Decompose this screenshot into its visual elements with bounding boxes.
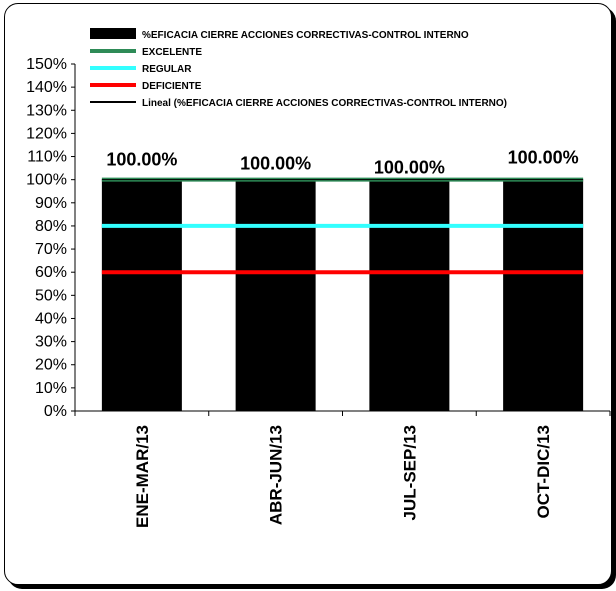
y-tick-label: 20% [35,357,67,374]
y-tick-label: 50% [35,287,67,304]
y-tick-label: 140% [26,79,67,96]
y-tick-label: 100% [26,172,67,189]
lines-layer [101,177,584,275]
x-tick-label: ENE-MAR/13 [133,425,152,528]
data-label: 100.00% [240,154,311,174]
bar-jul-sep-13 [369,179,450,411]
x-tick-label: OCT-DIC/13 [534,425,553,519]
legend-entry-label: %EFICACIA CIERRE ACCIONES CORRECTIVAS-CO… [142,30,469,41]
y-tick-label: 0% [44,403,67,420]
bar-abr-jun-13 [235,179,316,411]
y-tick-label: 120% [26,125,67,142]
x-tick-label: JUL-SEP/13 [400,425,419,520]
bar-ene-mar-13 [101,179,182,411]
y-tick-label: 130% [26,102,67,119]
y-tick-label: 80% [35,218,67,235]
y-tick-label: 60% [35,264,67,281]
y-tick-label: 40% [35,310,67,327]
y-tick-label: 110% [27,149,67,166]
labels-layer: 100.00% 100.00% 100.00% 100.00% [106,148,578,178]
y-tick-label: 10% [35,380,67,397]
data-label: 100.00% [106,150,177,170]
legend-swatch [90,28,136,39]
axis-layer: 0% 10% 20% 30% 40% 50% 60% 70% 80% 90% 100% 110% 120… [26,56,611,528]
y-tick-label: 70% [35,241,67,258]
legend-layer: %EFICACIA CIERRE ACCIONES CORRECTIVAS-CO… [90,28,507,109]
data-label: 100.00% [374,158,445,178]
legend-entry-label: REGULAR [142,64,192,75]
bar-oct-dic-13 [503,179,584,411]
bars-layer [101,179,584,411]
data-label: 100.00% [508,148,579,168]
x-tick-label: ABR-JUN/13 [267,425,286,525]
legend-entry-label: EXCELENTE [142,47,202,58]
y-tick-label: 90% [35,195,67,212]
legend-entry-label: DEFICIENTE [142,81,202,92]
y-tick-label: 30% [35,334,67,351]
legend-entry-label: Lineal (%EFICACIA CIERRE ACCIONES CORREC… [142,98,507,109]
y-tick-label: 150% [26,56,67,73]
